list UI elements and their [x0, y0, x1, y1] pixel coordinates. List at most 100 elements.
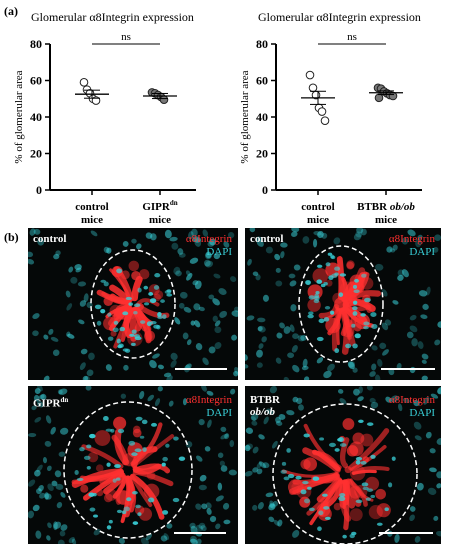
nucleus	[54, 470, 62, 478]
nucleus	[171, 242, 179, 250]
nucleus	[339, 493, 346, 498]
glomerulus-outline	[272, 403, 418, 544]
integrin-stain	[134, 307, 152, 331]
nucleus	[103, 416, 109, 421]
nucleus	[274, 253, 281, 261]
nucleus	[230, 388, 236, 395]
nucleus	[150, 233, 157, 241]
nucleus	[207, 240, 215, 247]
panel-a-label: (a)	[4, 4, 18, 18]
nucleus	[316, 336, 324, 342]
nucleus	[110, 428, 115, 433]
nucleus	[278, 414, 286, 420]
nucleus	[317, 231, 324, 239]
glomerulus-outline	[90, 249, 176, 359]
integrin-stain	[334, 297, 349, 312]
nucleus	[31, 405, 37, 411]
nucleus	[316, 264, 323, 268]
micrograph-image	[28, 386, 237, 544]
nucleus	[228, 469, 237, 476]
nucleus	[86, 301, 93, 309]
nucleus	[140, 320, 146, 324]
micrograph-label: BTBR ob/ob	[250, 394, 280, 418]
nucleus	[32, 330, 39, 337]
nucleus	[220, 426, 227, 433]
nucleus	[229, 439, 235, 448]
nucleus	[208, 346, 216, 354]
nucleus	[157, 364, 165, 370]
nucleus	[319, 437, 325, 441]
nucleus	[354, 278, 359, 283]
nucleus	[162, 510, 169, 515]
nucleus	[122, 311, 129, 316]
nucleus	[352, 367, 358, 373]
nucleus	[338, 292, 344, 297]
stain-integrin: α8Integrin	[388, 233, 435, 245]
nucleus	[196, 455, 203, 462]
nucleus	[263, 416, 269, 425]
integrin-stain	[339, 437, 350, 469]
micrograph-image	[245, 228, 441, 380]
y-tick-label: 60	[256, 74, 268, 88]
nucleus	[334, 348, 340, 354]
nucleus	[322, 493, 328, 497]
nucleus	[307, 314, 314, 319]
nucleus	[88, 352, 95, 361]
nucleus	[195, 343, 203, 351]
nucleus	[198, 484, 207, 491]
nucleus	[334, 266, 340, 271]
nucleus	[257, 317, 266, 323]
nucleus	[357, 396, 364, 402]
nucleus	[209, 238, 217, 246]
nucleus	[163, 533, 170, 541]
nucleus	[199, 474, 207, 482]
micrograph-label: control	[33, 233, 67, 245]
nucleus	[32, 504, 40, 512]
nucleus	[202, 357, 209, 366]
nucleus	[360, 313, 366, 317]
integrin-stain	[132, 428, 142, 438]
nucleus	[375, 374, 381, 380]
nucleus	[371, 324, 378, 329]
nucleus	[342, 534, 347, 539]
nucleus	[420, 314, 428, 319]
significance-label: ns	[121, 31, 131, 43]
nucleus	[227, 231, 235, 239]
nucleus	[148, 497, 155, 503]
nucleus	[43, 334, 49, 340]
nucleus	[430, 393, 439, 399]
nucleus	[170, 359, 177, 368]
data-point	[308, 83, 318, 93]
nucleus	[136, 243, 142, 250]
micrograph-gipr: GIPRdn α8Integrin DAPI	[28, 386, 238, 544]
integrin-stain	[375, 488, 386, 500]
nucleus	[347, 361, 355, 370]
nucleus	[300, 489, 307, 495]
nucleus	[437, 386, 441, 394]
nucleus	[198, 306, 205, 312]
nucleus	[360, 460, 367, 465]
nucleus	[252, 467, 259, 473]
nucleus	[333, 237, 341, 245]
integrin-stain	[113, 416, 127, 430]
nucleus	[334, 272, 339, 276]
micrograph-control-1: control α8Integrin DAPI	[28, 228, 238, 380]
nucleus	[330, 310, 335, 315]
nucleus	[434, 234, 441, 242]
nucleus	[192, 280, 199, 286]
nucleus	[265, 246, 273, 254]
nucleus	[119, 326, 126, 332]
nucleus	[245, 470, 253, 477]
nucleus	[198, 522, 206, 529]
nucleus	[133, 303, 141, 308]
nucleus	[370, 454, 376, 459]
scale-bar	[381, 368, 435, 370]
nucleus	[328, 275, 334, 281]
nucleus	[275, 420, 283, 426]
nucleus	[371, 363, 377, 371]
integrin-stain	[94, 430, 111, 446]
nucleus	[329, 442, 336, 448]
integrin-stain	[131, 275, 143, 302]
nucleus	[436, 471, 441, 479]
chart-2-title: Glomerular α8Integrin expression	[258, 10, 421, 24]
